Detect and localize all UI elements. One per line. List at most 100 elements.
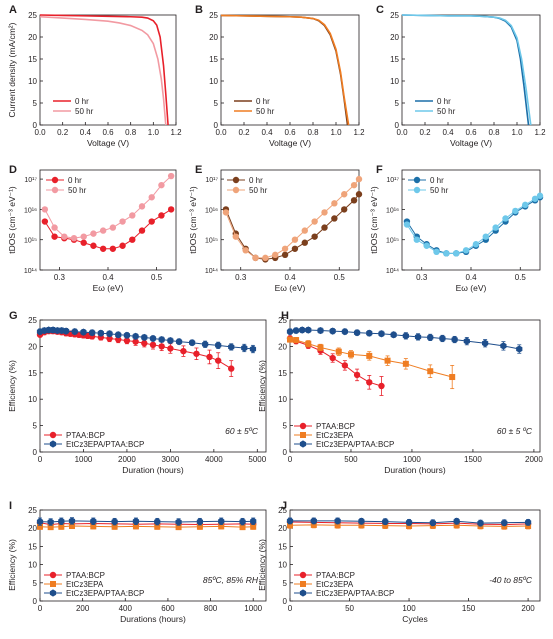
y-tick-label: 25 bbox=[278, 506, 287, 515]
data-point bbox=[291, 236, 299, 243]
legend-label: 0 hr bbox=[256, 97, 270, 106]
data-point bbox=[158, 343, 165, 350]
data-point bbox=[317, 344, 324, 351]
data-point bbox=[477, 519, 484, 527]
data-point bbox=[321, 224, 328, 231]
data-point bbox=[311, 233, 318, 240]
x-tick-label: 0.2 bbox=[238, 128, 250, 137]
data-point bbox=[335, 348, 342, 355]
data-point bbox=[252, 254, 259, 262]
y-tick-label: 10¹⁵ bbox=[205, 238, 218, 245]
x-tick-label: 0.2 bbox=[419, 128, 431, 137]
x-tick-label: 0 bbox=[38, 455, 43, 464]
y-tick-label: 15 bbox=[390, 55, 399, 64]
data-point bbox=[310, 517, 317, 525]
legend-marker bbox=[413, 176, 421, 184]
data-point bbox=[501, 523, 508, 530]
legend-label: 50 hr bbox=[256, 107, 275, 116]
plot-frame bbox=[39, 169, 177, 271]
y-tick-label: 0 bbox=[283, 597, 288, 606]
legend-label: 50 hr bbox=[437, 107, 456, 116]
y-tick-label: 0 bbox=[395, 121, 400, 130]
legend-marker bbox=[300, 581, 306, 587]
y-tick-label: 10¹⁵ bbox=[24, 238, 37, 245]
data-point bbox=[175, 338, 183, 346]
data-point bbox=[138, 203, 146, 210]
data-point bbox=[106, 335, 113, 342]
x-tick-label: 2000 bbox=[118, 455, 136, 464]
y-tick-label: 10¹⁴ bbox=[386, 268, 399, 275]
series-etcz3epa bbox=[287, 336, 456, 390]
legend-marker bbox=[300, 432, 306, 438]
data-point bbox=[111, 518, 118, 526]
data-point bbox=[180, 347, 187, 355]
plot-frame bbox=[401, 169, 541, 271]
condition-annotation: 85ºC, 85% RH bbox=[203, 575, 259, 585]
data-point bbox=[215, 341, 222, 349]
y-tick-label: 5 bbox=[33, 422, 38, 431]
series-etcz3epa-ptaa-bcp bbox=[286, 517, 532, 527]
plot-frame bbox=[39, 319, 267, 453]
x-tick-label: 0.3 bbox=[416, 273, 428, 282]
y-tick-label: 25 bbox=[209, 11, 218, 20]
data-point bbox=[501, 519, 508, 527]
y-tick-label: 15 bbox=[278, 369, 287, 378]
data-point bbox=[433, 248, 440, 256]
data-point bbox=[80, 328, 87, 336]
data-point bbox=[62, 327, 70, 335]
data-point bbox=[451, 335, 458, 344]
y-axis-label: Efficiency (%) bbox=[7, 360, 17, 412]
x-tick-label: 0.6 bbox=[465, 128, 477, 137]
y-tick-label: 25 bbox=[390, 11, 399, 20]
panel-j: J 0 50 100 150 200 0 5 10 15 20 25 Cycles Efficiency … bbox=[257, 500, 541, 624]
data-point bbox=[239, 518, 246, 526]
data-point bbox=[115, 336, 122, 343]
data-point bbox=[36, 518, 44, 526]
series-50-hr bbox=[41, 172, 175, 242]
x-tick-label: 1000 bbox=[75, 455, 93, 464]
legend-label: 0 hr bbox=[430, 176, 444, 185]
series-line bbox=[39, 15, 167, 126]
data-point bbox=[154, 523, 161, 530]
series-line bbox=[44, 175, 172, 239]
panel-letter: I bbox=[9, 500, 12, 512]
x-tick-label: 200 bbox=[76, 604, 90, 613]
data-point bbox=[90, 242, 97, 249]
data-point bbox=[427, 368, 434, 375]
data-point bbox=[196, 523, 203, 530]
data-point bbox=[439, 334, 446, 343]
data-point bbox=[123, 331, 131, 339]
x-tick-label: 0 bbox=[288, 604, 293, 613]
data-point bbox=[331, 215, 338, 222]
data-point bbox=[109, 245, 117, 252]
series-etcz3epa-ptaa-bcp bbox=[36, 517, 257, 526]
data-point bbox=[41, 206, 49, 213]
legend-label: EtCz3EPA bbox=[316, 431, 354, 440]
panel-letter: B bbox=[195, 4, 203, 16]
legend-label: EtCz3EPA bbox=[316, 580, 354, 589]
data-point bbox=[158, 335, 165, 344]
x-tick-label: 1.0 bbox=[511, 128, 523, 137]
data-point bbox=[355, 175, 363, 183]
data-point bbox=[449, 374, 456, 381]
y-tick-label: 20 bbox=[28, 342, 37, 351]
panel-e: E 0.3 0.4 0.5 10¹⁴ 10¹⁵ 10¹⁶ 10¹⁷ Eω (eV) tDOS (c… bbox=[188, 164, 363, 293]
y-tick-label: 10 bbox=[28, 395, 37, 404]
legend-label: PTAA:BCP bbox=[316, 571, 355, 580]
legend-label: EtCz3EPA/PTAA:BCP bbox=[66, 440, 144, 449]
panel-b: B 0.0 0.2 0.4 0.6 0.8 1.0 1.2 0 5 10 15 20 25 Voltage … bbox=[195, 4, 365, 148]
data-point bbox=[403, 221, 411, 228]
data-point bbox=[414, 333, 422, 341]
legend-marker bbox=[51, 186, 59, 194]
x-tick-label: 600 bbox=[161, 604, 175, 613]
panel-g: G 0 1000 2000 3000 4000 5000 0 5 10 15 20 25 Duration… bbox=[7, 310, 267, 475]
data-point bbox=[189, 339, 196, 347]
x-axis-label: Durations (hours) bbox=[120, 614, 186, 624]
x-tick-label: 0.0 bbox=[396, 128, 408, 137]
y-axis-label: tDOS (cm⁻³ eV⁻¹) bbox=[188, 186, 198, 254]
data-point bbox=[80, 233, 87, 240]
data-point bbox=[249, 345, 257, 353]
data-point bbox=[299, 326, 306, 334]
data-point bbox=[341, 191, 348, 198]
x-tick-label: 500 bbox=[344, 455, 358, 464]
